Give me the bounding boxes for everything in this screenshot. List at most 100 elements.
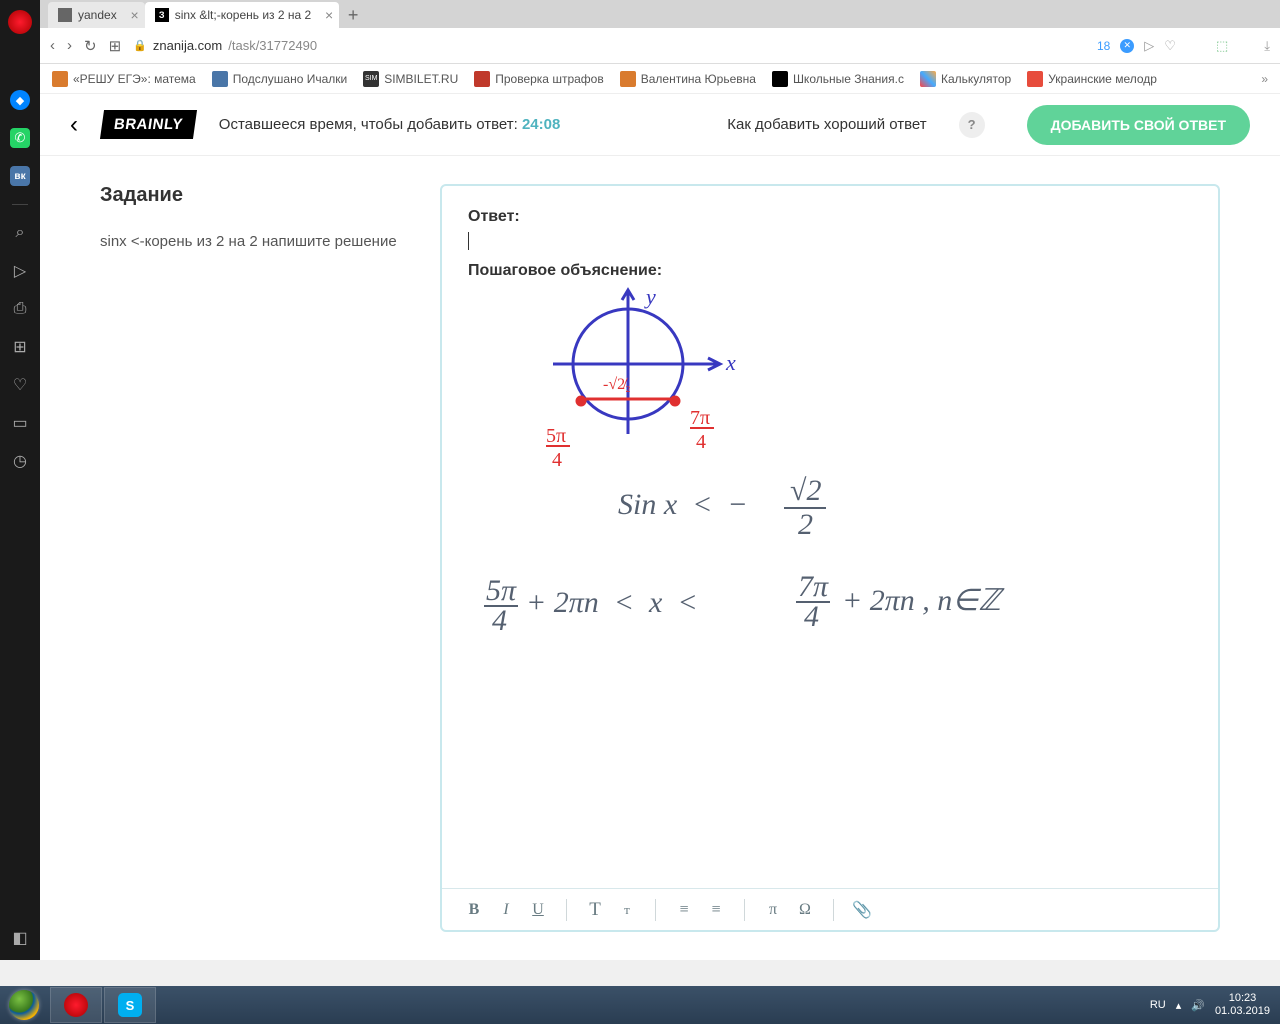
taskbar-app-skype[interactable]: S [104, 987, 156, 1023]
tray-volume-icon[interactable]: 🔊 [1191, 999, 1205, 1012]
url-path: /task/31772490 [228, 38, 317, 53]
answer-panel: Ответ: Пошаговое объяснение: y x [440, 184, 1220, 932]
nav-reload-button[interactable]: ↻ [84, 37, 97, 55]
bookmark-favicon [1027, 71, 1043, 87]
opera-icon [64, 993, 88, 1017]
svg-text:Sin x < −: Sin x < − [618, 488, 748, 521]
svg-text:5π: 5π [546, 425, 566, 447]
bookmark-item[interactable]: SIMSIMBILET.RU [363, 71, 458, 87]
messenger-icon[interactable]: ◆ [10, 90, 30, 110]
svg-text:4: 4 [552, 449, 562, 471]
heart-icon[interactable]: ♡ [10, 375, 30, 395]
svg-text:y: y [644, 284, 656, 309]
start-button[interactable] [0, 986, 48, 1024]
bookmark-item[interactable]: Подслушано Ичалки [212, 71, 347, 87]
send-icon[interactable]: ▷ [1144, 38, 1154, 54]
toolbar-separator [744, 899, 745, 921]
attach-button[interactable]: 📎 [848, 896, 876, 924]
handwritten-solution: y x -√2̸₂ 5π 4 7π 4 [468, 284, 1192, 647]
bookmark-favicon [920, 71, 936, 87]
bookmark-item[interactable]: Школьные Знания.c [772, 71, 904, 87]
svg-text:x: x [725, 350, 736, 375]
toolbar-separator [833, 899, 834, 921]
tab-close-icon[interactable]: × [325, 7, 333, 23]
svg-text:2: 2 [798, 508, 813, 541]
blocker-icon[interactable]: ✕ [1120, 39, 1134, 53]
tab-favicon: З [155, 8, 169, 22]
bold-button[interactable]: B [460, 896, 488, 924]
tray-show-hidden-icon[interactable]: ▴ [1176, 999, 1182, 1012]
tab-bar: yandex × З sinx &lt;-корень из 2 на 2 × … [40, 0, 1280, 28]
favorite-icon[interactable]: ♡ [1164, 38, 1176, 54]
omega-button[interactable]: Ω [791, 896, 819, 924]
bookmarks-overflow[interactable]: » [1261, 72, 1268, 86]
task-text: sinx <-корень из 2 на 2 напишите решение [100, 231, 400, 254]
vk-icon[interactable]: вк [10, 166, 30, 186]
bookmark-item[interactable]: Украинские мелодр [1027, 71, 1157, 87]
panel-toggle-icon[interactable]: ◧ [10, 928, 30, 948]
svg-text:4: 4 [804, 600, 819, 633]
bookmark-item[interactable]: Валентина Юрьевна [620, 71, 756, 87]
text-small-button[interactable]: т [613, 896, 641, 924]
bullet-list-button[interactable]: ≡ [702, 896, 730, 924]
bookmark-item[interactable]: «РЕШУ ЕГЭ»: матема [52, 71, 196, 87]
taskbar-app-opera[interactable] [50, 987, 102, 1023]
howto-link[interactable]: Как добавить хороший ответ [727, 116, 926, 133]
svg-text:4: 4 [492, 604, 507, 637]
bookmark-favicon [474, 71, 490, 87]
back-button[interactable]: ‹ [70, 111, 78, 139]
tray-language[interactable]: RU [1150, 999, 1166, 1011]
news-icon[interactable]: ▭ [10, 413, 30, 433]
camera-icon[interactable]: ⎙ [10, 299, 30, 319]
toolbar-separator [655, 899, 656, 921]
history-icon[interactable]: ◷ [10, 451, 30, 471]
lock-icon: 🔒 [133, 39, 147, 52]
new-tab-button[interactable]: + [339, 2, 367, 28]
svg-text:+ 2πn < x <: + 2πn < x < [526, 586, 698, 619]
opera-sidebar: ◆ ✆ вк ⌕ ▷ ⎙ ⊞ ♡ ▭ ◷ ◧ [0, 0, 40, 960]
tray-clock[interactable]: 10:23 01.03.2019 [1215, 992, 1270, 1018]
svg-text:√2: √2 [790, 474, 821, 507]
opera-logo-icon[interactable] [8, 10, 32, 34]
search-icon[interactable]: ⌕ [10, 223, 30, 243]
bookmark-favicon [620, 71, 636, 87]
download-icon[interactable]: ⤓ [1264, 38, 1270, 54]
help-icon[interactable]: ? [959, 112, 985, 138]
svg-text:+ 2πn , n∈ℤ: + 2πn , n∈ℤ [842, 584, 1005, 617]
numbered-list-button[interactable]: ≡ [670, 896, 698, 924]
whatsapp-icon[interactable]: ✆ [10, 128, 30, 148]
tab-close-icon[interactable]: × [131, 7, 139, 23]
answer-editor[interactable]: Ответ: Пошаговое объяснение: y x [442, 186, 1218, 888]
nav-forward-button[interactable]: › [67, 37, 72, 54]
task-column: Задание sinx <-корень из 2 на 2 напишите… [100, 184, 400, 932]
bookmark-item[interactable]: Проверка штрафов [474, 71, 603, 87]
tab-brainly[interactable]: З sinx &lt;-корень из 2 на 2 × [145, 2, 339, 28]
content-area: Задание sinx <-корень из 2 на 2 напишите… [40, 156, 1280, 960]
toolbar-separator [566, 899, 567, 921]
bookmark-item[interactable]: Калькулятор [920, 71, 1011, 87]
tab-favicon [58, 8, 72, 22]
grid-icon[interactable]: ⊞ [10, 337, 30, 357]
svg-text:4: 4 [696, 431, 706, 453]
timer-value: 24:08 [522, 116, 560, 133]
text-large-button[interactable]: T [581, 896, 609, 924]
timer-label: Оставшееся время, чтобы добавить ответ: … [219, 116, 561, 133]
tab-label: yandex [78, 8, 117, 22]
play-icon[interactable]: ▷ [10, 261, 30, 281]
pi-button[interactable]: π [759, 896, 787, 924]
url-field[interactable]: 🔒 znanija.com/task/31772490 [133, 38, 1085, 53]
brainly-logo[interactable]: BRAINLY [100, 110, 197, 139]
bookmarks-bar: «РЕШУ ЕГЭ»: матема Подслушано Ичалки SIM… [40, 64, 1280, 94]
sidebar-separator [12, 204, 28, 205]
nav-back-button[interactable]: ‹ [50, 37, 55, 54]
extension-icon[interactable]: ⬚ [1216, 38, 1228, 54]
svg-text:7π: 7π [690, 407, 710, 429]
tab-yandex[interactable]: yandex × [48, 2, 145, 28]
step-label: Пошаговое объяснение: [468, 262, 1192, 280]
add-answer-button[interactable]: ДОБАВИТЬ СВОЙ ОТВЕТ [1027, 105, 1250, 145]
speed-dial-icon[interactable]: ⊞ [109, 37, 122, 55]
brainly-header: ‹ BRAINLY Оставшееся время, чтобы добави… [40, 94, 1280, 156]
underline-button[interactable]: U [524, 896, 552, 924]
system-tray: RU ▴ 🔊 10:23 01.03.2019 [1150, 992, 1280, 1018]
italic-button[interactable]: I [492, 896, 520, 924]
